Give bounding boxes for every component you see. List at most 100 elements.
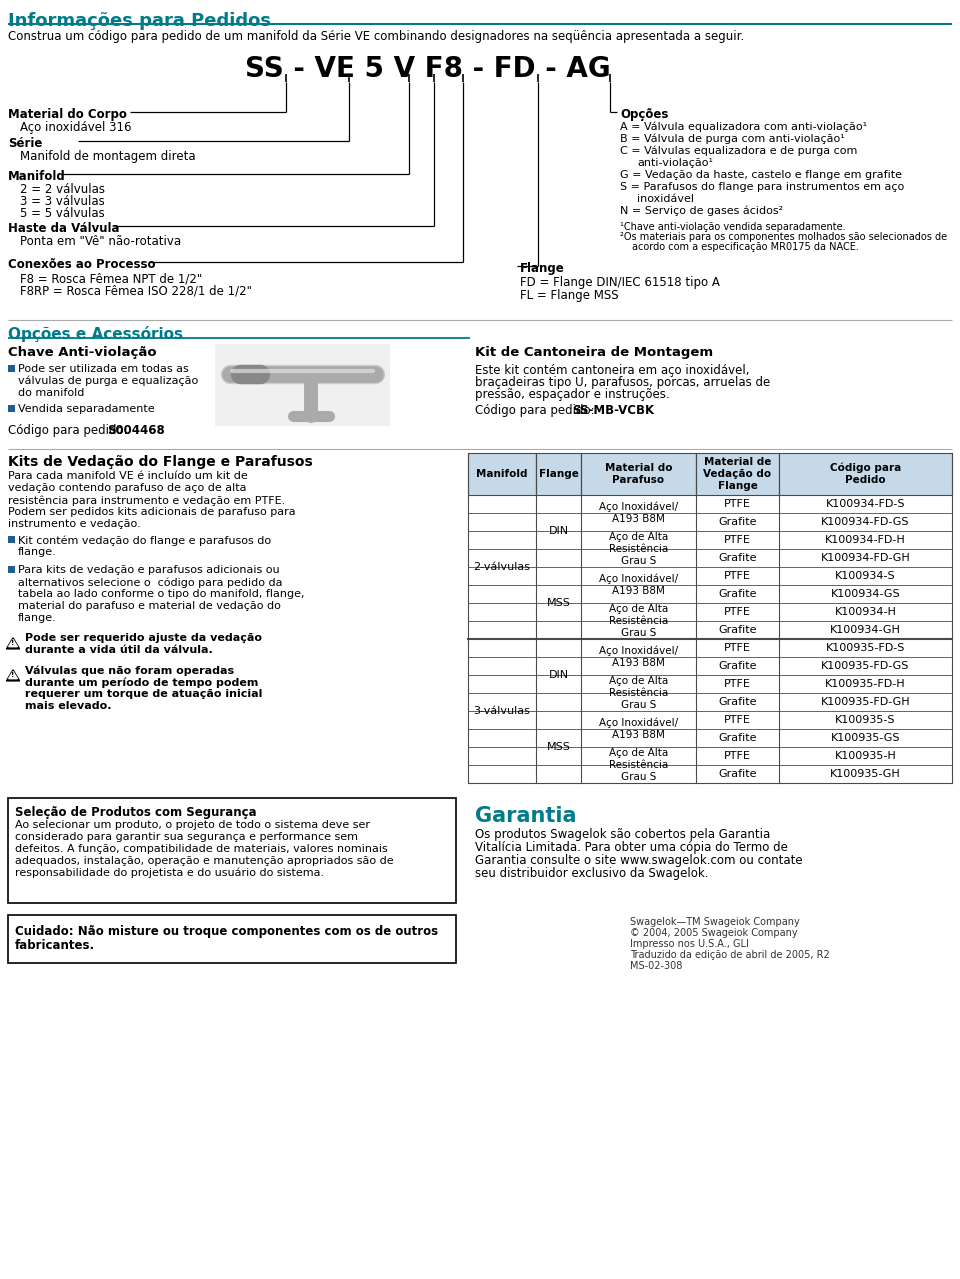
- Text: K100935-S: K100935-S: [835, 715, 896, 725]
- Text: Grafite: Grafite: [718, 517, 756, 527]
- Text: Pode ser requerido ajuste da vedação: Pode ser requerido ajuste da vedação: [25, 633, 262, 643]
- Text: pressão, espaçador e instruções.: pressão, espaçador e instruções.: [475, 388, 670, 402]
- Text: C = Válvulas equalizadora e de purga com: C = Válvulas equalizadora e de purga com: [620, 146, 857, 156]
- Bar: [215, 344, 390, 426]
- Text: mais elevado.: mais elevado.: [25, 701, 111, 711]
- Text: Aço de Alta
Resistência
Grau S: Aço de Alta Resistência Grau S: [609, 748, 668, 783]
- Text: ²Os materiais para os componentes molhados são selecionados de: ²Os materiais para os componentes molhad…: [620, 231, 948, 242]
- Text: anti-violação¹: anti-violação¹: [637, 159, 713, 168]
- Text: PTFE: PTFE: [724, 751, 751, 761]
- Bar: [8, 567, 15, 573]
- Text: Material do Corpo: Material do Corpo: [8, 107, 127, 122]
- Text: Para cada manifold VE é incluído um kit de: Para cada manifold VE é incluído um kit …: [8, 471, 248, 481]
- Text: requerer um torque de atuação inicial: requerer um torque de atuação inicial: [25, 689, 262, 700]
- Text: Seleção de Produtos com Segurança: Seleção de Produtos com Segurança: [15, 806, 256, 819]
- Text: K100934-FD-GH: K100934-FD-GH: [821, 553, 910, 563]
- Polygon shape: [7, 670, 19, 680]
- Text: Grafite: Grafite: [718, 769, 756, 779]
- Text: considerado para garantir sua segurança e performance sem: considerado para garantir sua segurança …: [15, 833, 358, 842]
- Text: Grafite: Grafite: [718, 625, 756, 634]
- Text: Opções: Opções: [620, 107, 668, 122]
- Text: Construa um código para pedido de um manifold da Série VE combinando designadore: Construa um código para pedido de um man…: [8, 29, 744, 43]
- Text: PTFE: PTFE: [724, 715, 751, 725]
- Polygon shape: [9, 640, 17, 647]
- Text: K100935-GS: K100935-GS: [830, 733, 900, 743]
- Text: Flange: Flange: [539, 469, 579, 480]
- Text: Grafite: Grafite: [718, 590, 756, 599]
- Text: resistência para instrumento e vedação em PTFE.: resistência para instrumento e vedação e…: [8, 495, 285, 505]
- Text: 2 = 2 válvulas: 2 = 2 válvulas: [20, 183, 105, 196]
- Text: Manifold de montagem direta: Manifold de montagem direta: [20, 150, 196, 162]
- Text: braçadeiras tipo U, parafusos, porcas, arruelas de: braçadeiras tipo U, parafusos, porcas, a…: [475, 376, 770, 389]
- Text: Opções e Acessórios: Opções e Acessórios: [8, 326, 183, 341]
- Text: Chave Anti-violação: Chave Anti-violação: [8, 347, 156, 359]
- Text: Para kits de vedação e parafusos adicionais ou: Para kits de vedação e parafusos adicion…: [18, 565, 279, 576]
- Bar: [8, 405, 15, 412]
- Text: Informações para Pedidos: Informações para Pedidos: [8, 12, 271, 29]
- Text: F8RP = Rosca Fêmea ISO 228/1 de 1/2": F8RP = Rosca Fêmea ISO 228/1 de 1/2": [20, 285, 252, 298]
- Text: K100935-GH: K100935-GH: [830, 769, 900, 779]
- Text: seu distribuidor exclusivo da Swagelok.: seu distribuidor exclusivo da Swagelok.: [475, 867, 708, 880]
- Text: © 2004, 2005 Swageiok Company: © 2004, 2005 Swageiok Company: [630, 929, 798, 938]
- Text: tabela ao lado conforme o tipo do manifold, flange,: tabela ao lado conforme o tipo do manifo…: [18, 590, 304, 599]
- Text: N = Serviço de gases ácidos²: N = Serviço de gases ácidos²: [620, 206, 783, 216]
- Text: DIN: DIN: [548, 670, 568, 680]
- Bar: [581, 453, 696, 495]
- Text: Material do
Parafuso: Material do Parafuso: [605, 463, 672, 485]
- Text: Vendida separadamente: Vendida separadamente: [18, 404, 155, 414]
- Text: A = Válvula equalizadora com anti-violação¹: A = Válvula equalizadora com anti-violaç…: [620, 122, 867, 133]
- Text: durante a vida útil da válvula.: durante a vida útil da válvula.: [25, 645, 213, 655]
- Text: acordo com a especificação MR0175 da NACE.: acordo com a especificação MR0175 da NAC…: [632, 242, 859, 252]
- Text: 5 = 5 válvulas: 5 = 5 válvulas: [20, 207, 105, 220]
- Text: K100935-FD-H: K100935-FD-H: [826, 679, 906, 689]
- Text: B = Válvula de purga com anti-violação¹: B = Válvula de purga com anti-violação¹: [620, 134, 845, 145]
- Text: K100935-FD-GH: K100935-FD-GH: [821, 697, 910, 707]
- Text: K100935-FD-GS: K100935-FD-GS: [822, 661, 910, 671]
- Text: Grafite: Grafite: [718, 661, 756, 671]
- Bar: [8, 798, 456, 903]
- Text: Garantia consulte o site www.swagelok.com ou contate: Garantia consulte o site www.swagelok.co…: [475, 854, 803, 867]
- Text: instrumento e vedação.: instrumento e vedação.: [8, 519, 140, 530]
- Bar: [779, 453, 952, 495]
- Text: flange.: flange.: [18, 613, 57, 623]
- Text: Garantia: Garantia: [475, 806, 577, 826]
- Text: Kit de Cantoneira de Montagem: Kit de Cantoneira de Montagem: [475, 347, 713, 359]
- Text: G = Vedação da haste, castelo e flange em grafite: G = Vedação da haste, castelo e flange e…: [620, 170, 902, 180]
- Text: !: !: [12, 641, 14, 646]
- Text: Kits de Vedação do Flange e Parafusos: Kits de Vedação do Flange e Parafusos: [8, 455, 313, 469]
- Text: Aço inoxidável 316: Aço inoxidável 316: [20, 122, 132, 134]
- Text: K100935-FD-S: K100935-FD-S: [826, 643, 905, 654]
- Text: Cuidado: Não misture ou troque componentes com os de outros: Cuidado: Não misture ou troque component…: [15, 925, 438, 938]
- Text: K100934-GH: K100934-GH: [830, 625, 900, 634]
- Text: FD = Flange DIN/IEC 61518 tipo A: FD = Flange DIN/IEC 61518 tipo A: [520, 276, 720, 289]
- Text: Grafite: Grafite: [718, 733, 756, 743]
- Text: S004468: S004468: [107, 425, 165, 437]
- Text: durante um período de tempo podem: durante um período de tempo podem: [25, 677, 258, 688]
- Text: fabricantes.: fabricantes.: [15, 939, 95, 952]
- Text: Código para pedido:: Código para pedido:: [475, 404, 598, 417]
- Text: MSS: MSS: [546, 742, 570, 752]
- Text: PTFE: PTFE: [724, 608, 751, 616]
- Bar: [696, 453, 779, 495]
- Text: flange.: flange.: [18, 547, 57, 556]
- Text: Podem ser pedidos kits adicionais de parafuso para: Podem ser pedidos kits adicionais de par…: [8, 506, 296, 517]
- Text: Válvulas que não foram operadas: Válvulas que não foram operadas: [25, 665, 234, 675]
- Text: PTFE: PTFE: [724, 570, 751, 581]
- Text: Aço de Alta
Resistência
Grau S: Aço de Alta Resistência Grau S: [609, 604, 668, 638]
- Text: K100934-FD-S: K100934-FD-S: [826, 499, 905, 509]
- Text: Aço Inoxidável/
A193 B8M: Aço Inoxidável/ A193 B8M: [599, 646, 678, 669]
- Text: responsabilidade do projetista e do usuário do sistema.: responsabilidade do projetista e do usuá…: [15, 868, 324, 879]
- Text: alternativos selecione o  código para pedido da: alternativos selecione o código para ped…: [18, 577, 282, 587]
- Text: Grafite: Grafite: [718, 553, 756, 563]
- Text: Manifold: Manifold: [476, 469, 528, 480]
- Text: K100934-S: K100934-S: [835, 570, 896, 581]
- Text: Kit contém vedação do flange e parafusos do: Kit contém vedação do flange e parafusos…: [18, 535, 271, 546]
- Text: MSS: MSS: [546, 599, 570, 608]
- Text: Série: Série: [8, 137, 42, 150]
- Text: ¹Chave anti-violação vendida separadamente.: ¹Chave anti-violação vendida separadamen…: [620, 223, 846, 231]
- Text: Ao selecionar um produto, o projeto de todo o sistema deve ser: Ao selecionar um produto, o projeto de t…: [15, 820, 370, 830]
- Text: DIN: DIN: [548, 526, 568, 536]
- Text: SS-MB-VCBK: SS-MB-VCBK: [572, 404, 654, 417]
- Text: Manifold: Manifold: [8, 170, 65, 183]
- Text: Impresso nos U.S.A., GLI: Impresso nos U.S.A., GLI: [630, 939, 749, 949]
